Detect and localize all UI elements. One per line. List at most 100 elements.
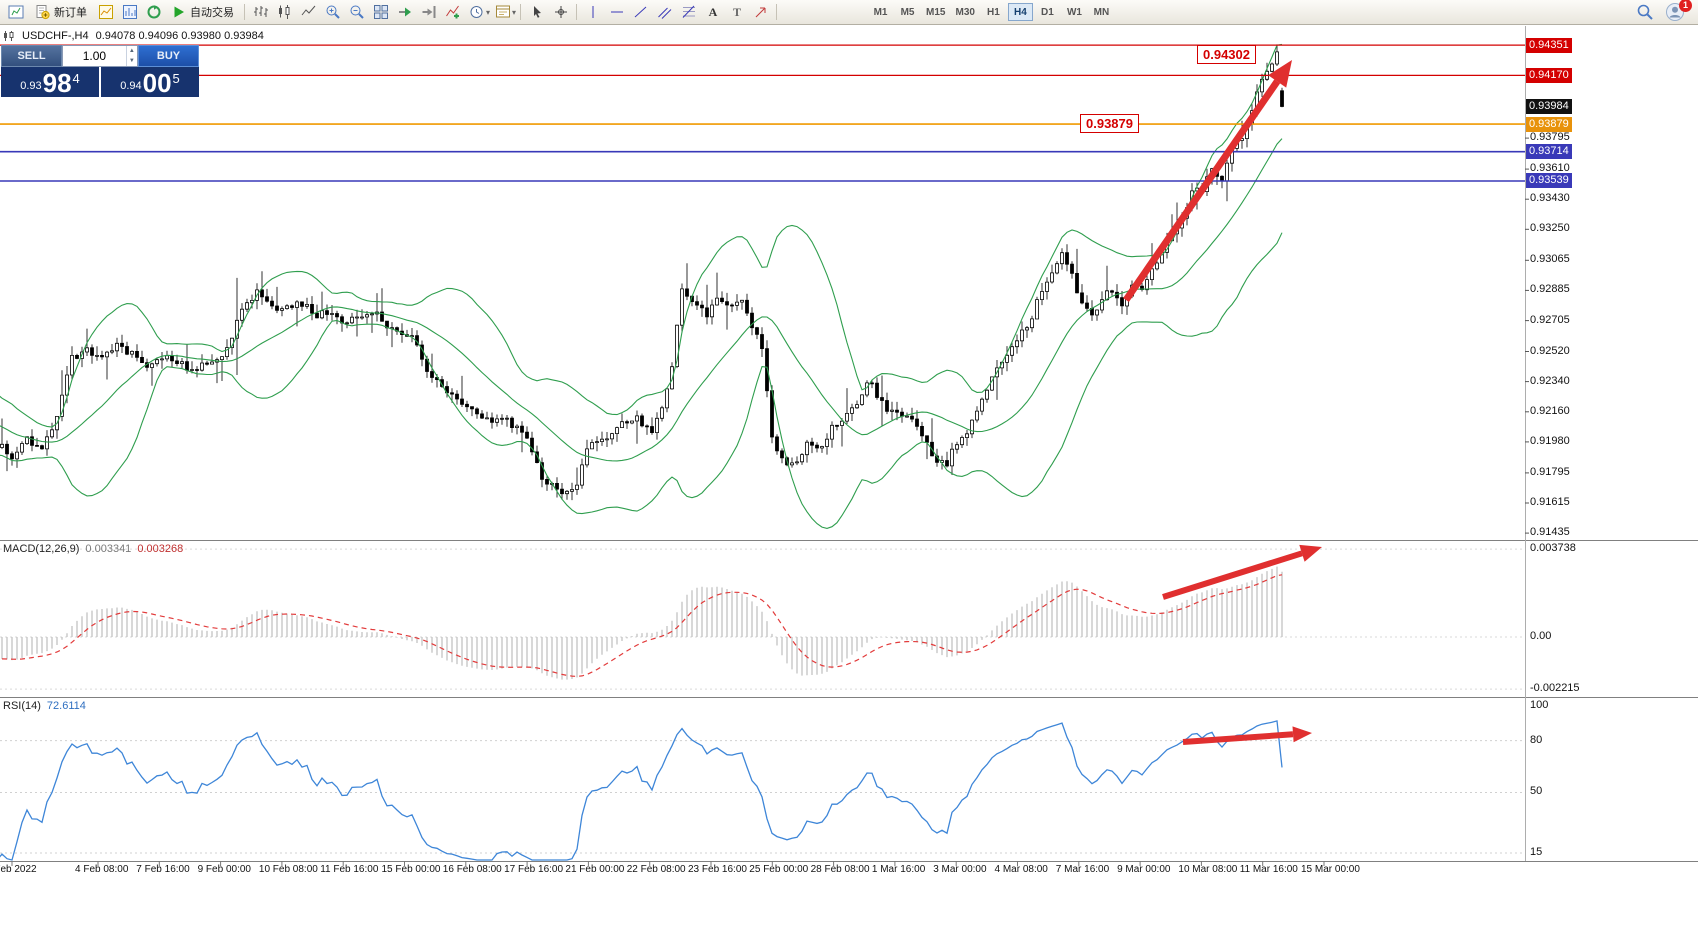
lot-size-input[interactable] <box>63 49 126 63</box>
rsi-axis-label: 100 <box>1530 699 1549 711</box>
bollinger-lower-band <box>0 232 1283 529</box>
new-order-button[interactable]: 新订单 <box>28 2 93 22</box>
buy-price[interactable]: 0.94 00 5 <box>101 67 199 97</box>
toolbar-separator <box>576 4 578 20</box>
timeframe-h1[interactable]: H1 <box>987 6 1000 18</box>
trend-arrowhead-0[interactable] <box>1268 60 1292 88</box>
trade-prices-row: 0.93 98 4 0.94 00 5 <box>1 67 199 97</box>
bar-chart-type-button[interactable] <box>249 2 272 22</box>
trendline-icon <box>634 6 646 18</box>
symbol-timeframe-label: USDCHF-,H4 <box>22 30 89 42</box>
timeframe-d1[interactable]: D1 <box>1041 6 1054 18</box>
periods-caret-icon[interactable]: ▾ <box>486 7 491 17</box>
time-label: 21 Feb 00:00 <box>565 864 625 875</box>
fibonacci-tool-button[interactable] <box>677 2 700 22</box>
sell-button[interactable]: SELL <box>1 45 62 67</box>
price-tick-label: 0.92520 <box>1530 344 1570 357</box>
timeframe-m1[interactable]: M1 <box>873 6 888 18</box>
cursor-button[interactable] <box>525 2 548 22</box>
price-tick-label: 0.91615 <box>1530 495 1570 508</box>
lot-size-field[interactable]: ▲ ▼ <box>62 45 138 67</box>
ohlc-values: 0.94078 0.94096 0.93980 0.93984 <box>95 30 264 42</box>
autotrade-button[interactable]: 自动交易 <box>166 2 240 22</box>
zoom-out-button[interactable] <box>345 2 368 22</box>
chart-window-icon <box>8 5 23 19</box>
account-button[interactable]: 1 <box>1664 0 1692 23</box>
trendline-tool-button[interactable] <box>629 2 652 22</box>
market-watch-icon <box>98 5 113 19</box>
time-label: 4 Feb 2022 <box>0 864 37 875</box>
spin-up-icon[interactable]: ▲ <box>128 48 135 54</box>
bar-chart-type-icon <box>253 6 268 17</box>
price-badge-0.93984: 0.93984 <box>1526 99 1572 114</box>
candle-chart-type-icon <box>278 5 289 19</box>
price-tick-label: 0.93795 <box>1530 131 1570 144</box>
data-window-button[interactable] <box>118 2 141 22</box>
cursor-icon <box>533 6 541 18</box>
label-tool-button[interactable]: T <box>725 2 748 22</box>
rsi-axis-label: 80 <box>1530 733 1543 746</box>
price-badge-0.94170: 0.94170 <box>1526 67 1572 83</box>
text-tool-button[interactable]: A <box>701 2 724 22</box>
crosshair-button[interactable] <box>549 2 572 22</box>
market-watch-button[interactable] <box>94 2 117 22</box>
channel-tool-button[interactable] <box>653 2 676 22</box>
indicators-icon <box>445 5 459 19</box>
price-badge-0.93879: 0.93879 <box>1526 116 1572 132</box>
price-annotation-resistance[interactable]: 0.94302 <box>1197 45 1256 64</box>
spin-down-icon[interactable]: ▼ <box>128 58 135 64</box>
buy-button[interactable]: BUY <box>138 45 199 67</box>
zoom-in-button[interactable] <box>321 2 344 22</box>
time-label: 15 Mar 00:00 <box>1301 864 1360 875</box>
arrow-object-tool-button[interactable] <box>749 2 772 22</box>
buy-price-sup: 5 <box>172 71 180 86</box>
chart-window-button[interactable] <box>4 2 27 22</box>
trend-arrowhead-2[interactable] <box>1292 726 1313 743</box>
templates-caret-icon[interactable]: ▾ <box>512 7 517 17</box>
horizontal-line-tool-button[interactable] <box>605 2 628 22</box>
trend-arrow-0[interactable] <box>1123 79 1281 302</box>
time-label: 3 Mar 00:00 <box>933 864 987 875</box>
sell-price[interactable]: 0.93 98 4 <box>1 67 99 97</box>
navigator-button[interactable] <box>142 2 165 22</box>
chart-shift-button[interactable] <box>417 2 440 22</box>
bear-candles <box>5 90 1284 495</box>
chart-ohlc-info: USDCHF-,H4 0.94078 0.94096 0.93980 0.939… <box>3 30 264 42</box>
notification-badge[interactable]: 1 <box>1678 0 1692 12</box>
indicators-button[interactable] <box>441 2 464 22</box>
price-tick-label: 0.92705 <box>1530 313 1570 326</box>
timeframe-m30[interactable]: M30 <box>955 6 975 18</box>
timeframe-w1[interactable]: W1 <box>1066 6 1082 18</box>
templates-icon <box>495 5 510 18</box>
timeframe-m5[interactable]: M5 <box>900 6 915 18</box>
lot-spinner[interactable]: ▲ ▼ <box>125 46 137 66</box>
timeframe-m15[interactable]: M15 <box>926 6 946 18</box>
time-label: 11 Feb 16:00 <box>320 864 379 875</box>
toolbar-right-group: 1 <box>1633 0 1692 23</box>
price-annotation-support[interactable]: 0.93879 <box>1080 114 1139 133</box>
rsi-value: 72.6114 <box>46 700 86 712</box>
vertical-line-tool-button[interactable] <box>581 2 604 22</box>
crosshair-icon <box>554 6 567 18</box>
macd-histogram <box>1 566 1283 680</box>
trend-arrowhead-1[interactable] <box>1299 544 1322 562</box>
periods-button[interactable] <box>465 2 488 22</box>
line-chart-type-icon <box>301 5 315 16</box>
search-button[interactable] <box>1633 2 1656 22</box>
candle-chart-type-button[interactable] <box>273 2 296 22</box>
timeframe-h4[interactable]: H4 <box>1007 3 1033 21</box>
time-label: 4 Mar 08:00 <box>994 864 1048 875</box>
trend-arrow-1[interactable] <box>1162 550 1303 600</box>
line-chart-type-button[interactable] <box>297 2 320 22</box>
timeframe-mn[interactable]: MN <box>1093 6 1110 18</box>
buy-price-big: 00 <box>142 68 172 98</box>
trend-arrow-2[interactable] <box>1182 731 1294 745</box>
auto-scroll-icon <box>398 7 411 17</box>
label-tool-icon: T <box>733 5 741 19</box>
auto-scroll-button[interactable] <box>393 2 416 22</box>
time-label: 23 Feb 16:00 <box>688 864 747 875</box>
price-tick-label: 0.93250 <box>1530 222 1570 235</box>
tile-windows-button[interactable] <box>369 2 392 22</box>
templates-button[interactable] <box>491 2 514 22</box>
